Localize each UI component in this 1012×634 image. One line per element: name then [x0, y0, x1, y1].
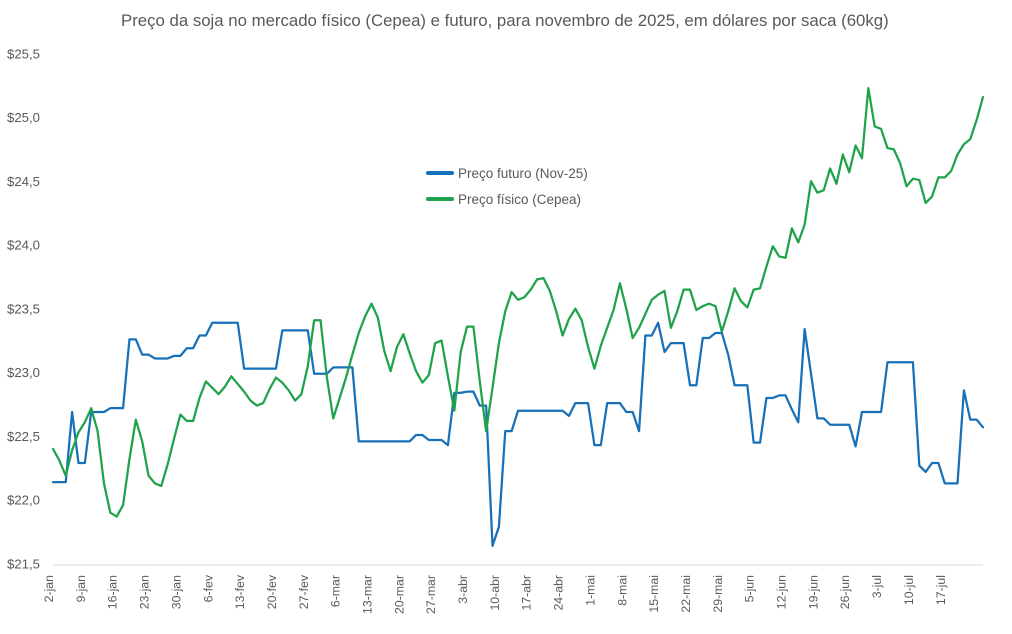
svg-text:23-jan: 23-jan	[138, 575, 152, 609]
svg-text:20-fev: 20-fev	[265, 574, 279, 609]
svg-text:17-jul: 17-jul	[934, 575, 948, 605]
svg-text:20-mar: 20-mar	[392, 575, 406, 614]
svg-text:15-mai: 15-mai	[647, 575, 661, 613]
svg-text:26-jun: 26-jun	[838, 575, 852, 609]
svg-text:3-abr: 3-abr	[456, 575, 470, 604]
svg-text:1-mai: 1-mai	[583, 575, 597, 606]
svg-text:8-mai: 8-mai	[615, 575, 629, 606]
svg-text:9-jan: 9-jan	[74, 575, 88, 603]
svg-text:12-jun: 12-jun	[775, 575, 789, 609]
svg-text:24-abr: 24-abr	[552, 575, 566, 611]
svg-text:5-jun: 5-jun	[743, 575, 757, 603]
svg-text:13-fev: 13-fev	[233, 574, 247, 609]
svg-text:13-mar: 13-mar	[360, 575, 374, 614]
svg-text:27-fev: 27-fev	[297, 574, 311, 609]
svg-text:$21,5: $21,5	[7, 556, 40, 571]
svg-text:2-jan: 2-jan	[42, 575, 56, 603]
svg-text:$24,0: $24,0	[7, 238, 40, 253]
svg-text:19-jun: 19-jun	[806, 575, 820, 609]
svg-text:29-mai: 29-mai	[711, 575, 725, 613]
svg-text:3-jul: 3-jul	[870, 575, 884, 598]
svg-text:30-jan: 30-jan	[169, 575, 183, 609]
svg-text:10-abr: 10-abr	[488, 575, 502, 611]
svg-text:10-jul: 10-jul	[902, 575, 916, 605]
svg-text:$22,0: $22,0	[7, 493, 40, 508]
svg-text:6-mar: 6-mar	[329, 575, 343, 607]
svg-text:27-mar: 27-mar	[424, 575, 438, 614]
svg-text:$23,0: $23,0	[7, 365, 40, 380]
svg-text:$22,5: $22,5	[7, 429, 40, 444]
svg-text:22-mai: 22-mai	[679, 575, 693, 613]
svg-text:$24,5: $24,5	[7, 174, 40, 189]
svg-text:16-jan: 16-jan	[106, 575, 120, 609]
svg-text:6-fev: 6-fev	[201, 574, 215, 602]
svg-text:$23,5: $23,5	[7, 301, 40, 316]
svg-text:$25,0: $25,0	[7, 110, 40, 125]
svg-text:$25,5: $25,5	[7, 46, 40, 61]
svg-text:17-abr: 17-abr	[520, 575, 534, 611]
